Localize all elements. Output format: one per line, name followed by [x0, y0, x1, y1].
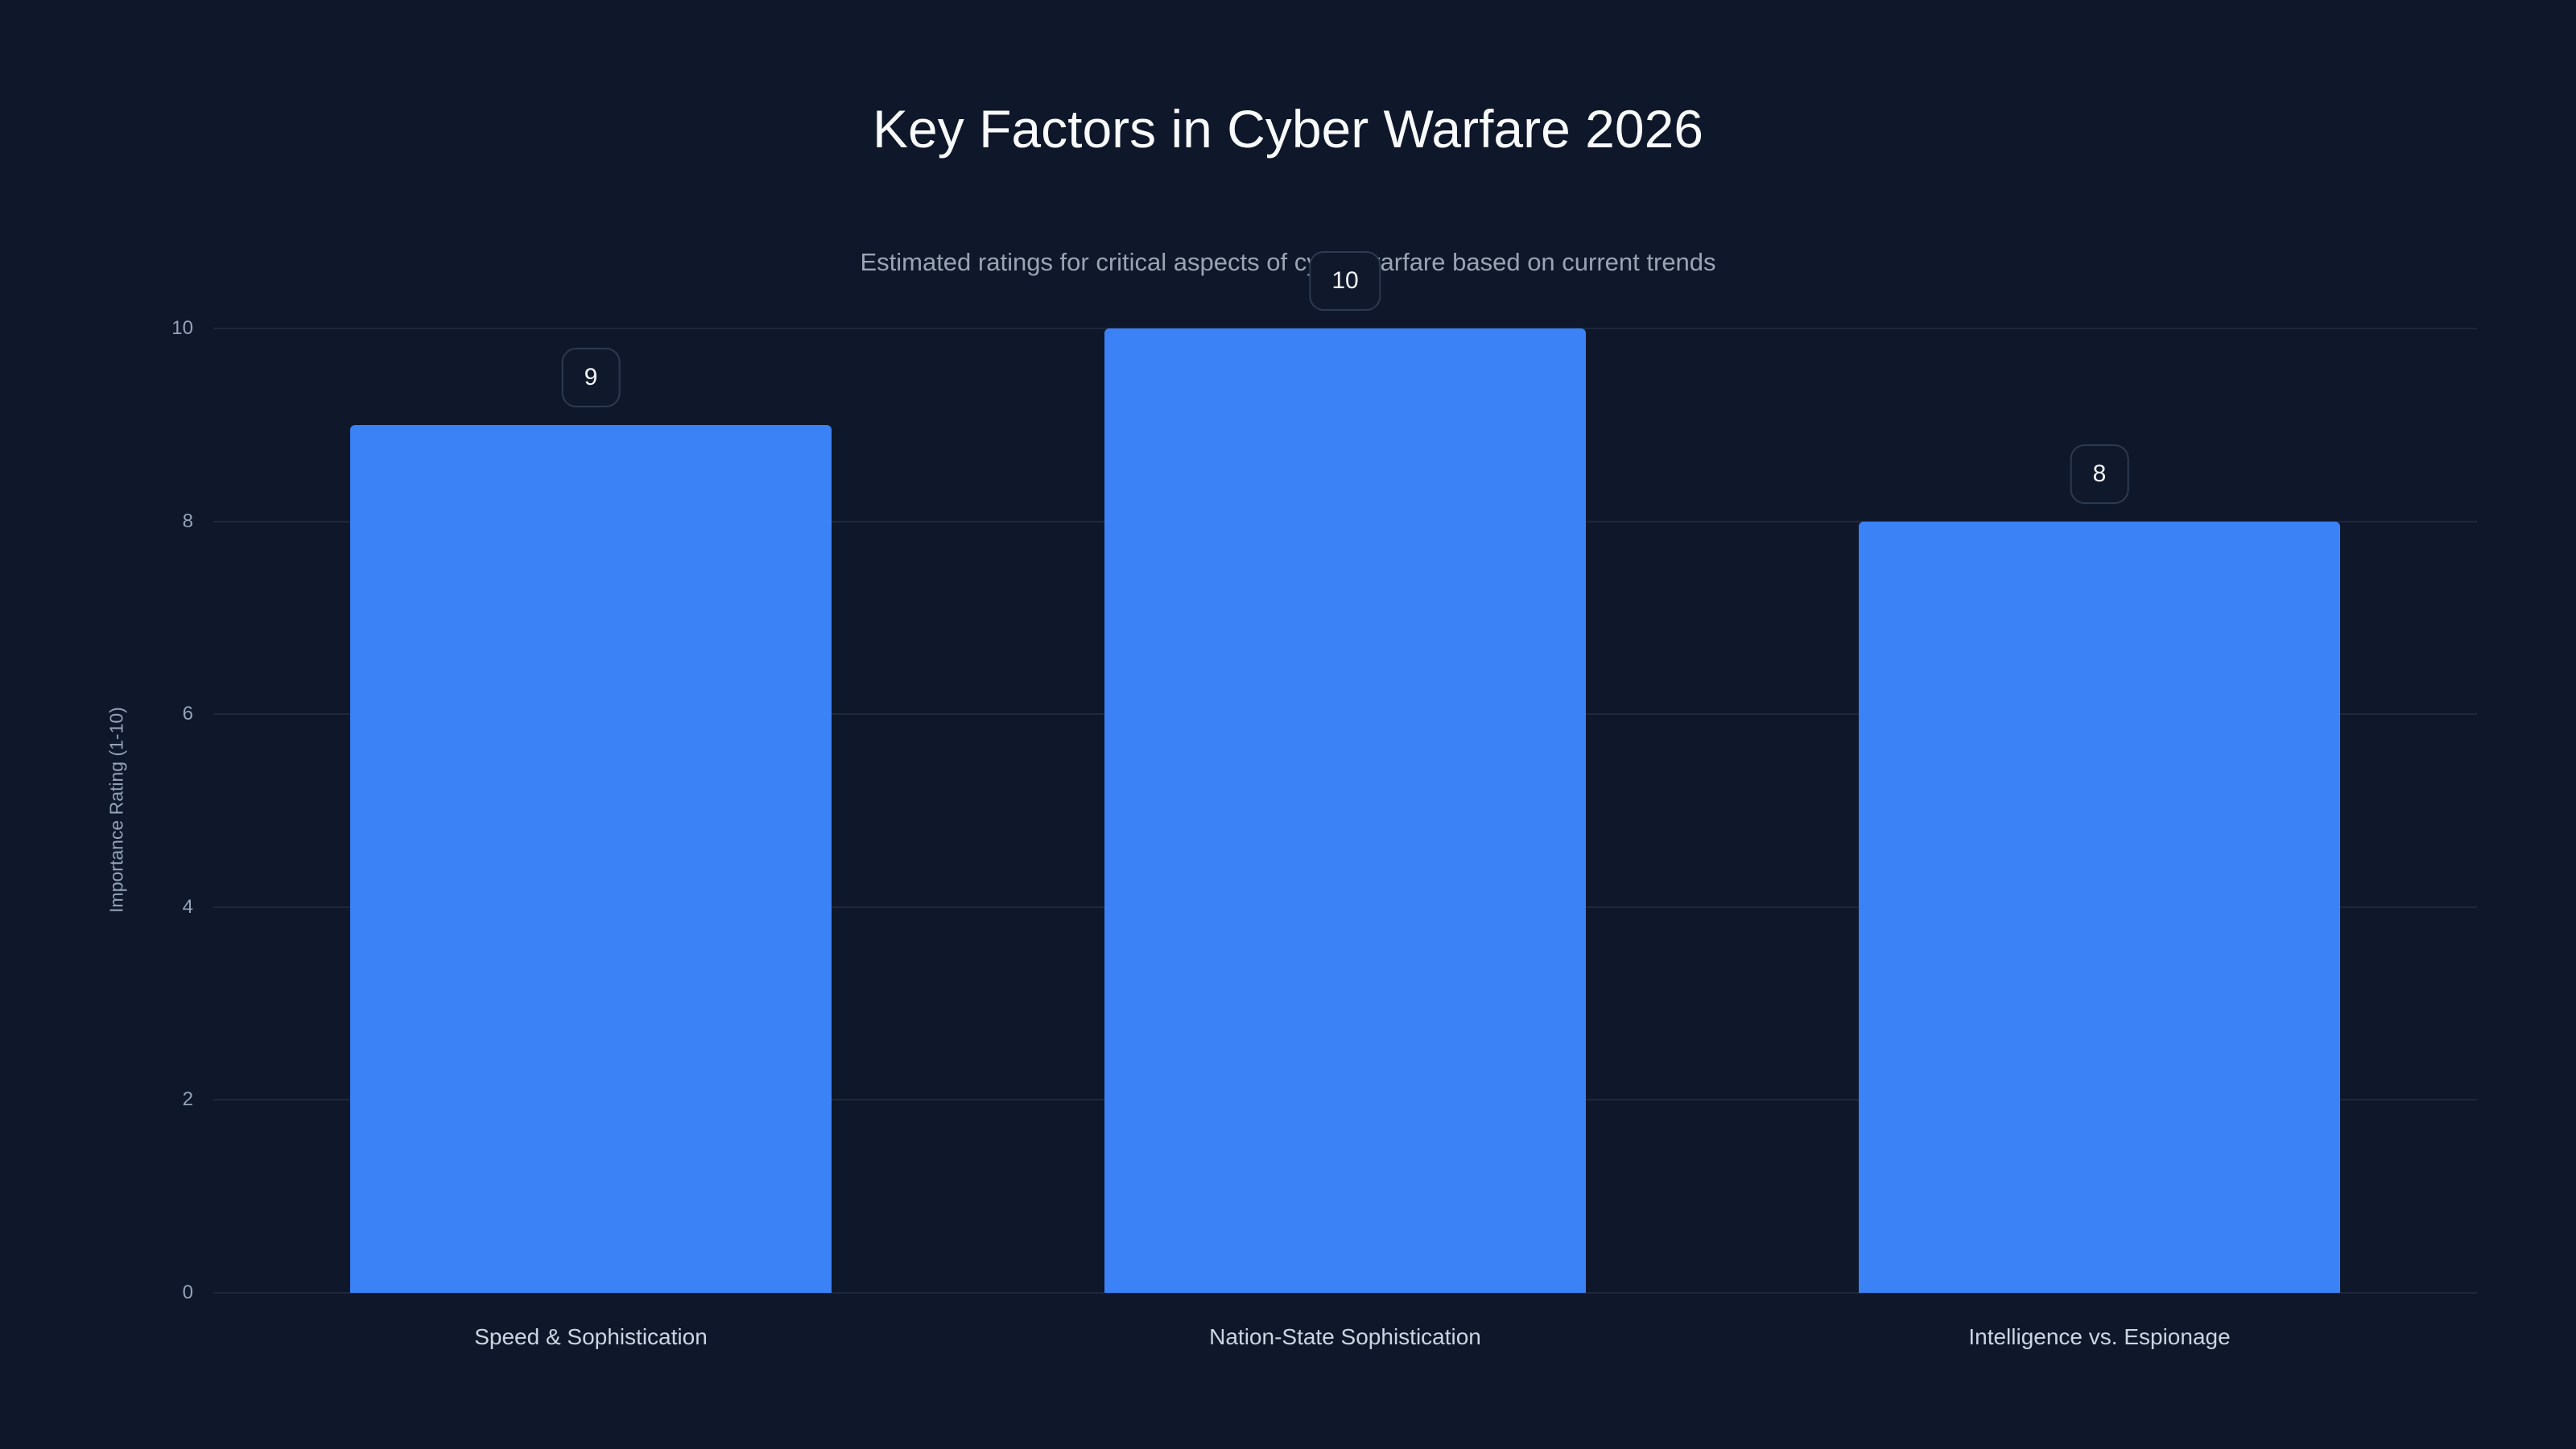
- bar: [1104, 328, 1586, 1293]
- y-tick-label: 0: [182, 1282, 193, 1303]
- bar-value-badge: 8: [2070, 444, 2129, 504]
- x-axis-label: Nation-State Sophistication: [1209, 1324, 1481, 1349]
- x-axis-label: Intelligence vs. Espionage: [1968, 1324, 2231, 1349]
- y-tick-label: 6: [182, 703, 193, 725]
- bar: [1859, 522, 2340, 1293]
- chart-subtitle: Estimated ratings for critical aspects o…: [860, 248, 1716, 276]
- bar: [350, 425, 832, 1293]
- chart-title: Key Factors in Cyber Warfare 2026: [873, 99, 1703, 159]
- y-tick-label: 10: [171, 317, 193, 339]
- x-axis-label: Speed & Sophistication: [474, 1324, 708, 1349]
- gridline: [213, 1292, 2477, 1294]
- bar-value-badge: 10: [1309, 251, 1381, 311]
- y-tick-label: 8: [182, 510, 193, 532]
- bar-value-badge: 9: [561, 348, 621, 407]
- y-tick-label: 4: [182, 895, 193, 918]
- y-tick-label: 2: [182, 1088, 193, 1111]
